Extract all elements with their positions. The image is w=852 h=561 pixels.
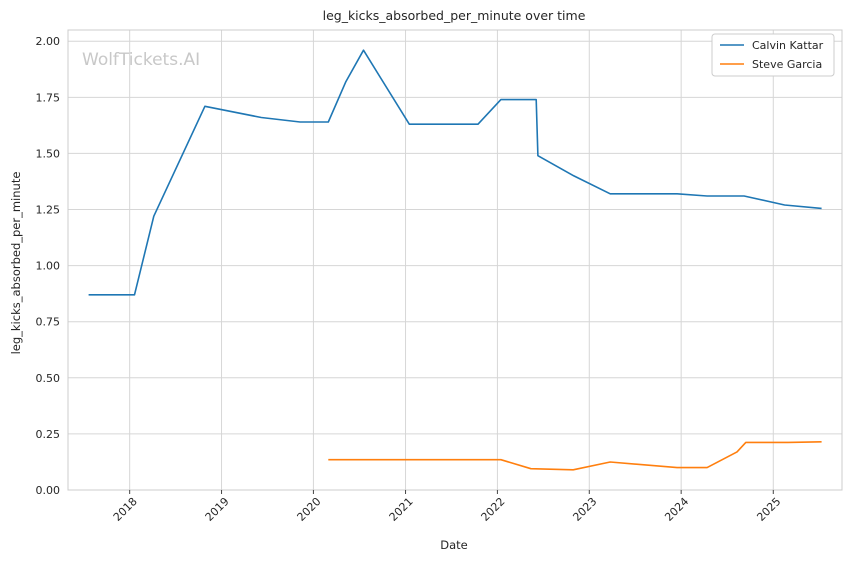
series-layer [88, 49, 822, 471]
chart-title: leg_kicks_absorbed_per_minute over time [323, 8, 586, 23]
y-tick-label: 1.25 [36, 204, 61, 217]
series-line-steve-garcia [328, 441, 822, 471]
watermark-text: WolfTickets.AI [82, 50, 200, 70]
y-tick-label: 2.00 [36, 35, 61, 48]
x-gridlines [129, 30, 774, 490]
y-tick-label: 1.75 [36, 91, 61, 104]
legend-label-calvin-kattar: Calvin Kattar [752, 39, 824, 52]
y-tick-label: 1.00 [36, 260, 61, 273]
series-line-calvin-kattar [88, 49, 822, 296]
y-tick-label: 0.75 [36, 316, 61, 329]
y-tick-label: 0.00 [36, 484, 61, 497]
legend-label-steve-garcia: Steve Garcia [752, 58, 822, 71]
plot-area-frame [67, 29, 843, 491]
y-tick-label: 1.50 [36, 147, 61, 160]
x-tick-labels: 2018 2019 2020 2021 2022 2023 2024 2025 [111, 490, 783, 524]
y-axis-label: leg_kicks_absorbed_per_minute [9, 172, 23, 355]
x-axis-label: Date [440, 538, 468, 552]
y-tick-label: 0.50 [36, 372, 61, 385]
y-tick-label: 0.25 [36, 428, 61, 441]
legend: Calvin Kattar Steve Garcia [711, 33, 835, 77]
y-tick-labels: 0.00 0.25 0.50 0.75 1.00 1.25 1.50 1.75 2.00 [36, 35, 61, 497]
y-gridlines [68, 40, 842, 491]
